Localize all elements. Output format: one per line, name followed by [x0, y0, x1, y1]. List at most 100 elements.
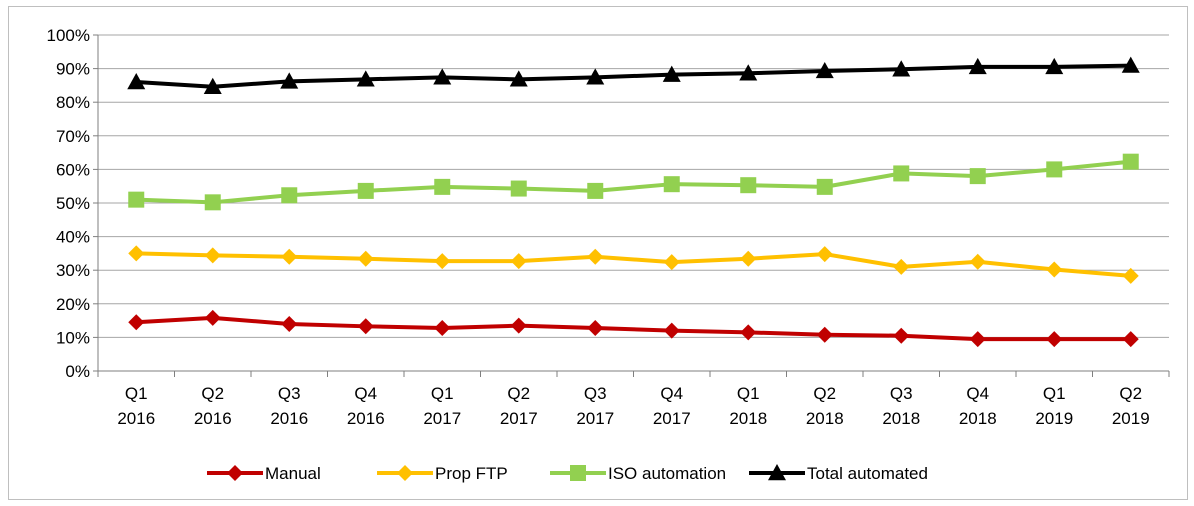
data-point-manual	[434, 319, 451, 336]
x-tick-label: Q3 2018	[882, 384, 920, 428]
data-point-manual	[816, 326, 833, 343]
x-tick-label: Q2 2018	[806, 384, 844, 428]
series-line-iso-automation	[136, 159, 1131, 205]
data-point-iso-automation	[357, 182, 374, 199]
x-tick-label: Q4 2017	[653, 384, 691, 428]
data-point-prop-ftp	[969, 253, 986, 270]
series-prop-ftp	[128, 245, 1139, 284]
line-chart: 0% 10% 20% 30% 40% 50% 60% 70% 80% 90% 100% Q1 2016 Q…	[47, 26, 1170, 483]
data-point-manual	[1122, 331, 1139, 348]
data-point-total-automated	[815, 61, 834, 79]
data-point-iso-automation	[587, 182, 604, 199]
x-tick-label: Q2 2017	[500, 384, 538, 428]
series-line-total-automated	[136, 63, 1131, 89]
data-point-total-automated	[433, 68, 452, 85]
data-point-iso-automation	[281, 187, 298, 204]
legend-label: Total automated	[807, 464, 928, 483]
data-point-iso-automation	[1122, 153, 1139, 170]
data-point-prop-ftp	[434, 253, 451, 270]
data-point-iso-automation	[893, 165, 910, 182]
x-tick-label: Q1 2018	[729, 384, 767, 428]
data-point-total-automated	[280, 72, 299, 89]
data-point-total-automated	[892, 60, 911, 77]
legend-item-prop-ftp: Prop FTP	[377, 464, 508, 483]
data-point-manual	[128, 314, 145, 331]
data-point-prop-ftp	[510, 253, 527, 270]
data-point-manual	[663, 322, 680, 339]
legend-label: ISO automation	[608, 464, 726, 483]
data-point-manual	[281, 315, 298, 332]
data-point-manual	[510, 317, 527, 334]
y-tick-label: 10%	[56, 328, 90, 347]
data-point-prop-ftp	[357, 250, 374, 267]
y-tick-label: 70%	[56, 127, 90, 146]
y-tick-label: 40%	[56, 228, 90, 247]
data-point-iso-automation	[816, 178, 833, 195]
data-point-total-automated	[127, 73, 146, 90]
x-tick-label: Q3 2016	[270, 384, 308, 428]
data-point-total-automated	[1045, 57, 1064, 75]
legend-marker	[227, 465, 243, 481]
series-line-prop-ftp	[136, 251, 1131, 278]
data-point-manual	[740, 324, 757, 341]
y-tick-label: 50%	[56, 194, 90, 213]
x-tick-label: Q2 2019	[1112, 384, 1150, 428]
data-point-prop-ftp	[663, 254, 680, 271]
legend-item-iso-automation: ISO automation	[550, 464, 726, 483]
chart-area: 0% 10% 20% 30% 40% 50% 60% 70% 80% 90% 100% Q1 2016 Q…	[8, 6, 1188, 500]
x-tick-label: Q1 2019	[1035, 384, 1073, 428]
data-point-prop-ftp	[893, 258, 910, 275]
legend-item-manual: Manual	[207, 464, 321, 483]
data-point-iso-automation	[510, 180, 527, 197]
data-point-iso-automation	[1046, 161, 1063, 178]
data-point-manual	[1046, 331, 1063, 348]
x-tick-label: Q4 2016	[347, 384, 385, 428]
y-tick-label: 30%	[56, 261, 90, 280]
data-point-iso-automation	[128, 191, 145, 208]
data-point-prop-ftp	[1046, 261, 1063, 278]
legend: Manual Prop FTP ISO automation Total automa…	[207, 464, 928, 483]
x-tick-label: Q1 2017	[423, 384, 461, 428]
data-point-total-automated	[739, 64, 758, 81]
data-point-total-automated	[662, 65, 681, 82]
data-point-prop-ftp	[740, 250, 757, 267]
data-point-iso-automation	[204, 194, 221, 211]
data-point-manual	[969, 331, 986, 348]
y-tick-label: 60%	[56, 160, 90, 179]
x-tick-label: Q2 2016	[194, 384, 232, 428]
data-point-prop-ftp	[1122, 267, 1139, 284]
gridlines	[98, 34, 1169, 338]
data-point-total-automated	[356, 70, 375, 87]
x-tick-label: Q3 2017	[576, 384, 614, 428]
data-point-total-automated	[509, 70, 528, 87]
y-tick-label: 0%	[65, 362, 90, 381]
data-point-prop-ftp	[281, 248, 298, 265]
legend-label: Prop FTP	[435, 464, 508, 483]
data-point-prop-ftp	[128, 245, 145, 262]
legend-marker	[397, 465, 413, 481]
data-point-total-automated	[1121, 56, 1140, 73]
data-point-manual	[893, 327, 910, 344]
data-point-total-automated	[586, 68, 605, 85]
x-tick-label: Q4 2018	[959, 384, 997, 428]
data-point-manual	[204, 309, 221, 326]
legend-marker	[768, 464, 786, 481]
y-tick-label: 90%	[56, 60, 90, 79]
y-tick-label: 20%	[56, 295, 90, 314]
y-tick-label: 80%	[56, 93, 90, 112]
data-point-iso-automation	[663, 176, 680, 193]
data-point-prop-ftp	[204, 247, 221, 264]
series-manual	[128, 309, 1139, 348]
data-point-iso-automation	[434, 178, 451, 195]
x-tick-label: Q1 2016	[117, 384, 155, 428]
data-point-iso-automation	[969, 168, 986, 185]
series-total-automated	[127, 56, 1140, 94]
legend-item-total-automated: Total automated	[749, 464, 928, 483]
series-iso-automation	[128, 153, 1139, 211]
data-point-iso-automation	[740, 177, 757, 194]
legend-marker	[570, 465, 586, 481]
y-tick-label: 100%	[47, 26, 90, 45]
data-point-prop-ftp	[816, 246, 833, 263]
legend-label: Manual	[265, 464, 321, 483]
series-line-manual	[136, 315, 1131, 342]
